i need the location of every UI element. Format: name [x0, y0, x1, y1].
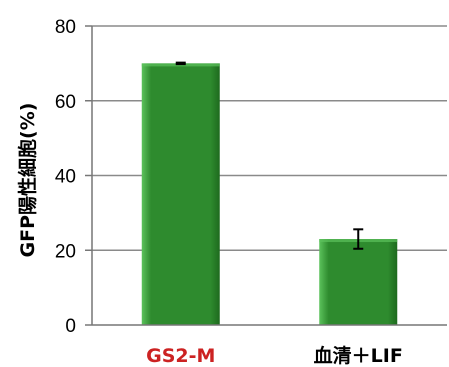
x-category-label: 血清＋LIF	[314, 344, 403, 367]
y-tick-label: 80	[55, 17, 76, 38]
x-category-labels: GS2-M 血清＋LIF	[146, 344, 403, 367]
bar	[319, 239, 398, 325]
y-tick-labels: 0 20 40 60 80	[55, 17, 76, 337]
x-category-label: GS2-M	[146, 345, 215, 367]
y-axis-title: GFP陽性細胞(%)	[16, 103, 39, 258]
bars	[141, 61, 398, 325]
y-tick-label: 60	[55, 92, 76, 113]
y-tick-label: 40	[55, 167, 76, 188]
y-tick-label: 20	[55, 241, 76, 262]
y-tick-label: 0	[65, 316, 76, 337]
axes	[85, 25, 447, 326]
bar	[141, 63, 220, 325]
